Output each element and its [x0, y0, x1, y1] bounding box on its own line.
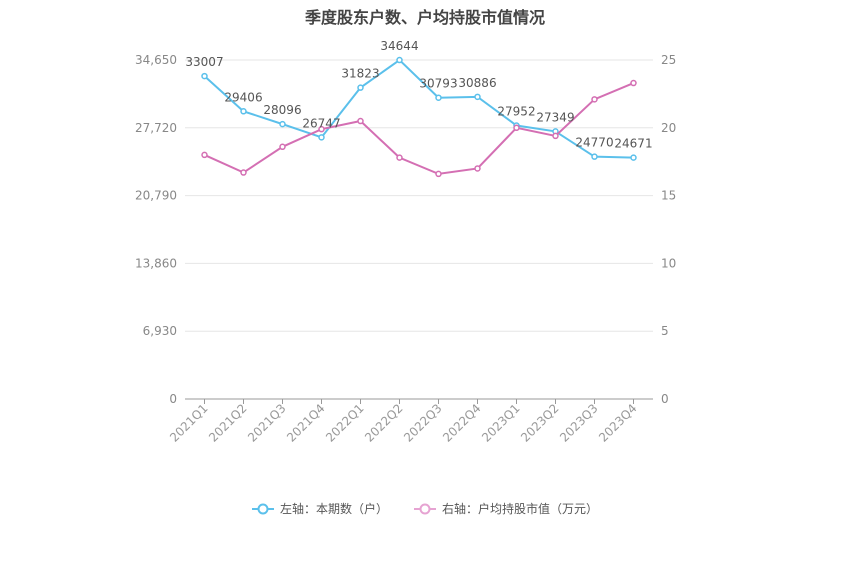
households-point [591, 153, 598, 160]
x-tick-label: 2023Q3 [557, 401, 601, 445]
legend-swatch-avg-value [414, 503, 436, 514]
x-tick-label: 2021Q3 [245, 401, 289, 445]
households-point [201, 72, 208, 80]
left-axis-ticks: 0 6,930 13,860 20,790 27,720 34,650 [135, 53, 177, 406]
households-point [396, 56, 403, 64]
households-data-label: 28096 [263, 103, 301, 117]
avg-value-line [204, 82, 634, 175]
x-tick-label: 2021Q2 [206, 401, 250, 445]
left-tick-label: 27,720 [135, 121, 177, 135]
avg-value-point [474, 165, 481, 172]
right-tick-label: 10 [661, 256, 676, 270]
left-tick-label: 34,650 [135, 53, 177, 67]
x-tick-label: 2021Q4 [284, 401, 328, 445]
households-data-label: 34644 [380, 39, 418, 53]
x-tick-label: 2022Q4 [440, 401, 484, 445]
avg-value-point [279, 143, 286, 151]
x-tick-label: 2021Q1 [167, 401, 211, 445]
households-data-label: 29406 [224, 90, 262, 104]
x-tick-label: 2023Q2 [518, 401, 562, 445]
x-tick-label: 2022Q1 [323, 401, 367, 445]
right-tick-label: 25 [661, 53, 676, 67]
legend-label-households: 左轴：本期数（户） [279, 502, 388, 516]
right-tick-label: 5 [661, 324, 669, 338]
right-tick-label: 20 [661, 121, 676, 135]
avg-value-point [396, 154, 403, 161]
households-data-label: 24770 [575, 136, 613, 150]
left-tick-label: 0 [169, 392, 177, 406]
households-data-label: 24671 [614, 137, 652, 151]
left-tick-label: 20,790 [135, 189, 177, 203]
households-point [474, 93, 481, 101]
households-point [318, 134, 325, 141]
households-data-label: 30793 [419, 77, 457, 91]
households-point [435, 94, 442, 101]
left-tick-label: 13,860 [135, 256, 177, 270]
avg-value-point [435, 170, 442, 178]
x-tick-label: 2023Q4 [596, 401, 640, 445]
avg-value-point [357, 117, 364, 125]
legend-swatch-households [251, 503, 274, 514]
right-axis-ticks: 0 5 10 15 20 25 [661, 53, 676, 406]
avg-value-point [591, 96, 598, 103]
households-data-label: 26747 [302, 116, 340, 130]
households-line [203, 58, 634, 159]
series-layer [201, 56, 637, 178]
households-data-label: 30886 [458, 76, 496, 90]
right-tick-label: 0 [661, 392, 669, 406]
households-point [240, 108, 247, 115]
households-data-label: 31823 [341, 67, 379, 81]
x-tick-label: 2022Q3 [401, 401, 445, 445]
avg-value-point [630, 79, 637, 87]
avg-value-point [240, 169, 247, 176]
x-tick-label: 2023Q1 [479, 401, 523, 445]
avg-value-point [513, 124, 520, 132]
chart-title: 季度股东户数、户均持股市值情况 [304, 8, 545, 27]
avg-value-point [552, 132, 559, 140]
households-data-label: 27349 [536, 110, 574, 124]
x-tick-label: 2022Q2 [362, 401, 406, 445]
legend-item-avg-value[interactable]: 右轴：户均持股市值（万元） [414, 500, 598, 517]
avg-value-point [201, 151, 208, 159]
households-data-label: 27952 [497, 105, 535, 119]
legend-label-avg-value: 右轴：户均持股市值（万元） [442, 502, 599, 516]
right-tick-label: 15 [661, 189, 676, 203]
left-tick-label: 6,930 [143, 324, 177, 338]
households-point [279, 120, 286, 128]
households-data-label: 33007 [185, 55, 223, 69]
households-point [357, 84, 364, 91]
legend: 左轴：本期数（户） 右轴：户均持股市值（万元） [0, 500, 850, 517]
legend-item-households[interactable]: 左轴：本期数（户） [251, 500, 388, 517]
grid-lines [185, 59, 653, 400]
x-axis-ticks: 2021Q12021Q22021Q32021Q42022Q12022Q22022… [167, 399, 640, 445]
households-point [630, 154, 637, 161]
avg-value-point [318, 125, 325, 133]
